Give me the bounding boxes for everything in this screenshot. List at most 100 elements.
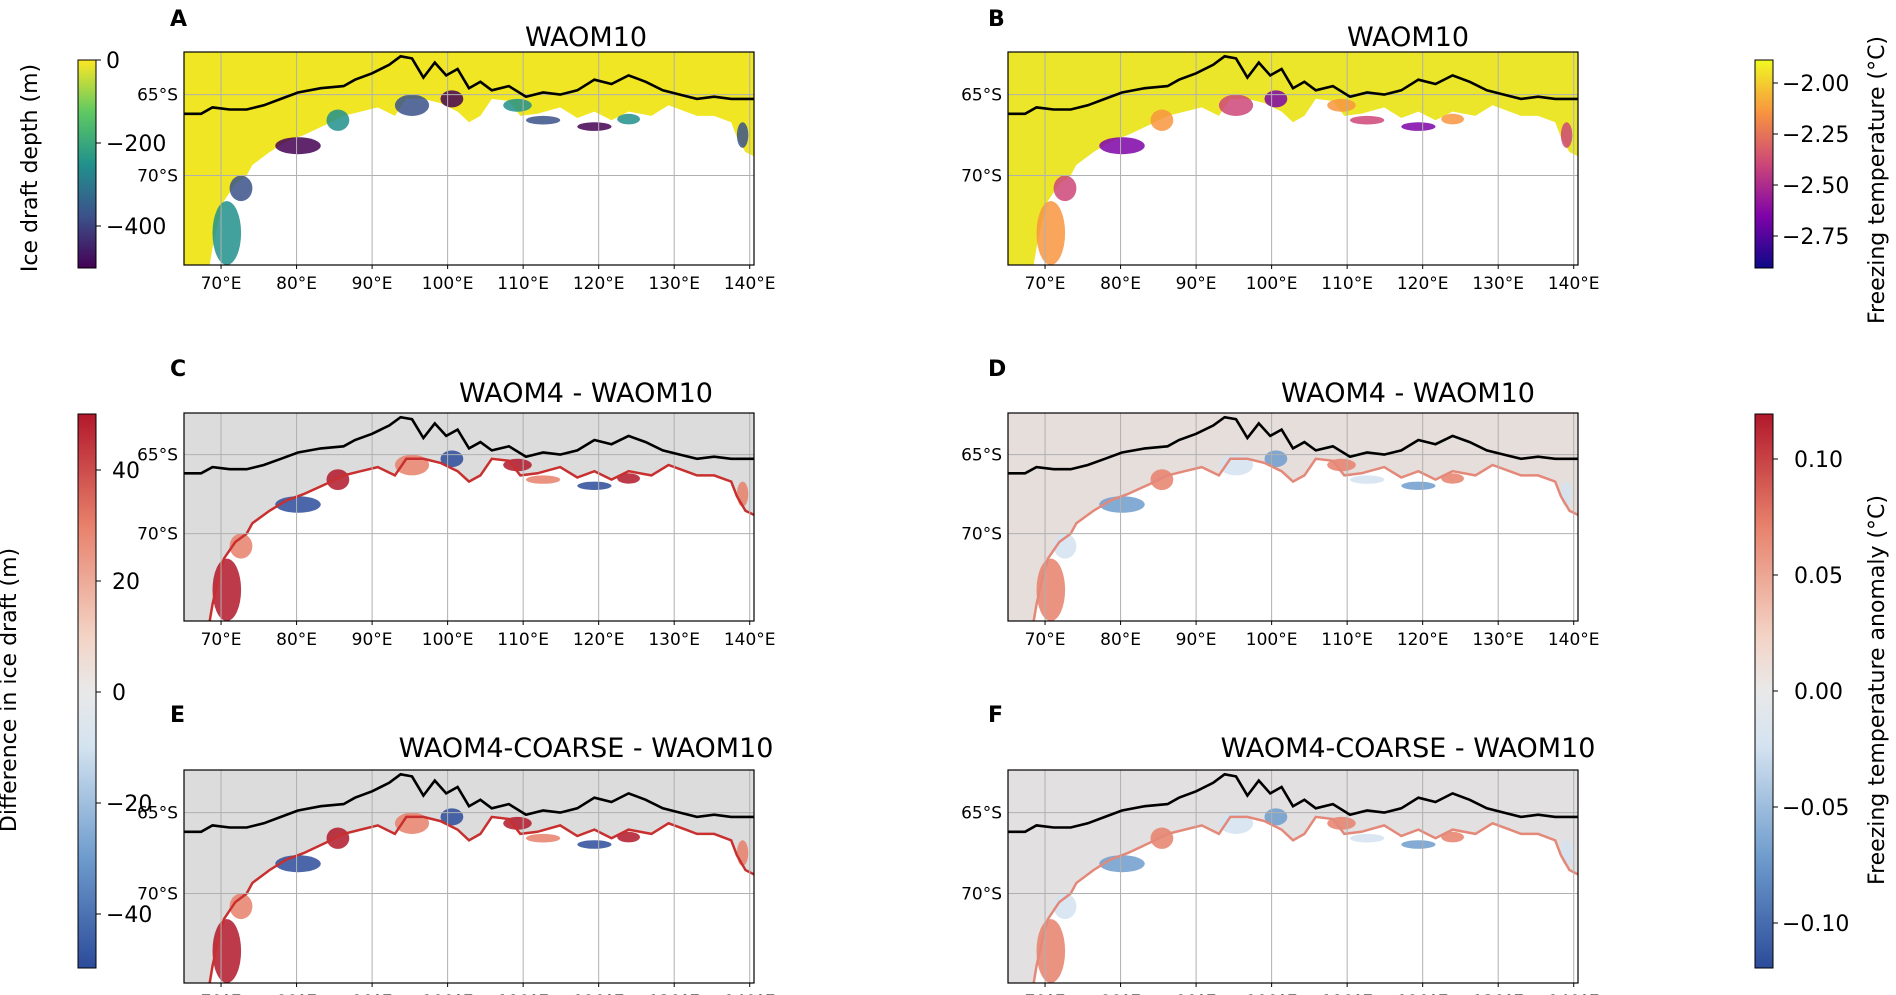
x-tick-label: 100°E	[1246, 274, 1298, 294]
x-tick-label: 70°E	[201, 274, 242, 294]
y-tick-label: 65°S	[137, 86, 178, 106]
colorbar-freezing-temperature-anomaly-label: Freezing temperature anomaly (°C)	[1865, 495, 1890, 885]
colorbar-ice-draft-depth-tick: −400	[106, 215, 166, 240]
x-tick-label: 130°E	[1472, 274, 1524, 294]
x-tick-label: 100°E	[1246, 630, 1298, 650]
ice-shelf-c	[736, 481, 749, 507]
ice-shelf-b	[1218, 94, 1254, 117]
x-tick-label: 80°E	[1100, 630, 1141, 650]
panel-frame	[183, 51, 755, 266]
x-tick-label: 140°E	[724, 630, 776, 650]
colorbar-ice-draft-depth: 0 −200 −400 Ice draft depth (m)	[18, 49, 166, 272]
x-tick-label: 100°E	[422, 630, 474, 650]
ice-shelf-c	[577, 481, 612, 490]
x-tick-label: 110°E	[1321, 992, 1373, 995]
shelf-break-contour	[184, 54, 754, 116]
ice-shelf-b	[1560, 122, 1573, 148]
ice-shelf-b	[1264, 90, 1288, 108]
x-tick-label: 70°E	[201, 630, 242, 650]
x-tick-label: 90°E	[352, 992, 393, 995]
ice-shelf-f	[1350, 833, 1385, 843]
ice-front-line-c	[208, 457, 754, 621]
y-tick-label: 70°S	[137, 167, 178, 187]
ice-shelf-a	[440, 90, 464, 108]
ice-shelf-b	[1150, 109, 1174, 131]
x-tick-label: 120°E	[1397, 992, 1449, 995]
x-tick-label: 80°E	[276, 630, 317, 650]
shelf-break-contour	[184, 772, 754, 834]
panel-c: 70°E 80°E 90°E 100°E 110°E 120°E 130°E 140°E 65°…	[137, 412, 776, 650]
y-tick-label: 65°S	[961, 446, 1002, 466]
ice-shelf-b	[1099, 137, 1145, 155]
y-tick-label: 65°S	[137, 446, 178, 466]
x-tick-label: 130°E	[648, 630, 700, 650]
ice-shelf-c	[326, 469, 350, 490]
ice-shelf-a	[503, 98, 532, 112]
colorbar-ice-draft-difference-bar	[77, 413, 97, 969]
x-tick-label: 120°E	[573, 630, 625, 650]
panel-b: 70°E 80°E 90°E 100°E 110°E 120°E 130°E 140°E 65°…	[961, 51, 1600, 294]
colorbar-ice-draft-difference: 40 20 0 −20 −40 Difference in ice draft …	[0, 413, 152, 969]
colorbar-ice-draft-difference-tick: 40	[112, 459, 140, 484]
panel-letter-b: B	[988, 7, 1005, 32]
ice-shelf-b	[1053, 175, 1077, 202]
colorbar-freezing-temperature-anomaly-tick: 0.10	[1794, 448, 1843, 473]
panel-frame	[183, 769, 755, 984]
colorbar-ice-draft-difference-label: Difference in ice draft (m)	[0, 548, 22, 832]
colorbar-ice-draft-difference-tick: −40	[106, 903, 152, 928]
colorbar-ice-draft-depth-tick: 0	[106, 49, 120, 74]
x-tick-label: 70°E	[201, 992, 242, 995]
colorbar-freezing-temperature-bar	[1754, 59, 1774, 269]
shelf-break-contour	[184, 415, 754, 475]
panel-letter-d: D	[988, 357, 1006, 382]
x-tick-label: 140°E	[1548, 992, 1600, 995]
ice-shelf-b	[1441, 113, 1464, 125]
x-tick-label: 140°E	[724, 992, 776, 995]
panel-title-b: WAOM10	[1347, 22, 1469, 53]
x-tick-label: 80°E	[276, 992, 317, 995]
colorbar-ice-draft-difference-tick: 20	[112, 570, 140, 595]
panel-frame	[1007, 412, 1579, 622]
panel-letter-c: C	[170, 357, 186, 382]
x-tick-label: 130°E	[648, 992, 700, 995]
x-tick-label: 90°E	[352, 630, 393, 650]
panel-e: 70°E 80°E 90°E 100°E 110°E 120°E 130°E 140°E 65°…	[137, 769, 776, 995]
panel-letter-e: E	[170, 703, 185, 728]
ice-front-line-f	[1032, 815, 1578, 983]
ice-shelf-e	[326, 827, 350, 849]
panel-letter-a: A	[170, 7, 187, 32]
x-tick-label: 100°E	[422, 274, 474, 294]
panel-title-d: WAOM4 - WAOM10	[1281, 378, 1535, 409]
ice-shelf-b	[1327, 98, 1356, 112]
ice-shelf-d	[1150, 469, 1174, 490]
map-field-a	[184, 52, 754, 265]
ice-shelf-a	[212, 201, 242, 265]
colorbar-freezing-temperature-tick: −2.50	[1782, 174, 1849, 199]
colorbar-freezing-temperature-anomaly-tick: 0.00	[1794, 680, 1843, 705]
x-tick-label: 100°E	[422, 992, 474, 995]
map-field-b	[1008, 52, 1578, 265]
ice-shelf-a	[577, 122, 612, 131]
ice-shelf-a	[326, 109, 350, 131]
y-tick-label: 70°S	[137, 885, 178, 905]
colorbar-freezing-temperature-tick: −2.75	[1782, 225, 1849, 250]
x-tick-label: 120°E	[1397, 274, 1449, 294]
ice-shelf-a	[275, 137, 321, 155]
y-tick-label: 65°S	[961, 804, 1002, 824]
y-tick-label: 70°S	[961, 525, 1002, 545]
x-tick-label: 120°E	[573, 992, 625, 995]
x-tick-label: 140°E	[724, 274, 776, 294]
x-tick-label: 70°E	[1025, 274, 1066, 294]
ice-shelf-d	[1053, 533, 1077, 559]
colorbar-freezing-temperature-anomaly-tick: −0.10	[1782, 912, 1849, 937]
x-tick-label: 120°E	[1397, 630, 1449, 650]
ice-shelf-c	[617, 473, 640, 484]
panel-title-f: WAOM4-COARSE - WAOM10	[1221, 733, 1596, 764]
panel-frame	[1007, 51, 1579, 266]
ice-front-line-e	[208, 815, 754, 983]
ice-shelf-d	[1401, 481, 1436, 490]
ice-shelf-a	[617, 113, 640, 125]
map-field-c	[184, 413, 754, 621]
y-tick-label: 70°S	[961, 167, 1002, 187]
